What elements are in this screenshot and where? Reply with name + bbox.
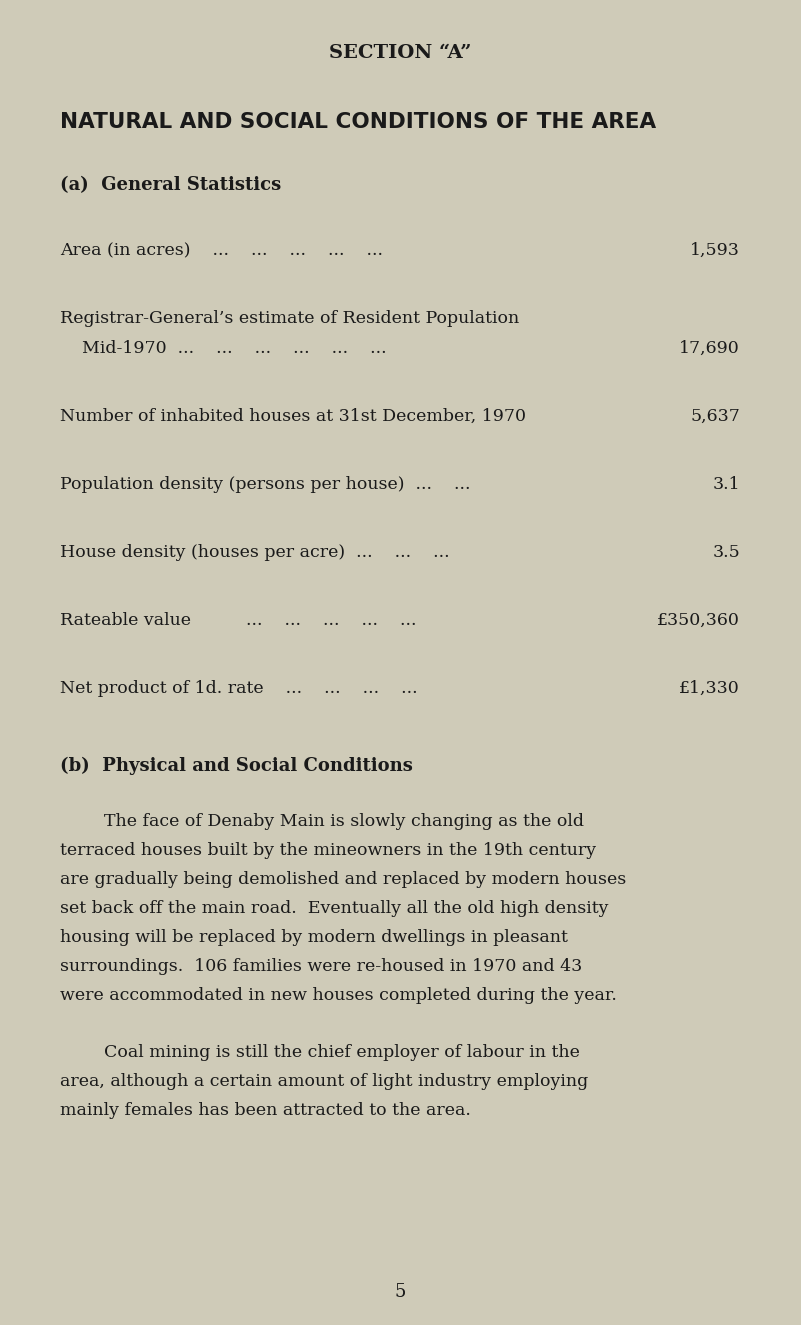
Text: NATURAL AND SOCIAL CONDITIONS OF THE AREA: NATURAL AND SOCIAL CONDITIONS OF THE ARE… <box>60 113 656 132</box>
Text: Registrar-General’s estimate of Resident Population: Registrar-General’s estimate of Resident… <box>60 310 519 327</box>
Text: 17,690: 17,690 <box>679 341 740 356</box>
Text: Population density (persons per house)  ...    ...: Population density (persons per house) .… <box>60 476 470 493</box>
Text: were accommodated in new houses completed during the year.: were accommodated in new houses complete… <box>60 987 617 1004</box>
Text: The face of Denaby Main is slowly changing as the old: The face of Denaby Main is slowly changi… <box>60 814 584 829</box>
Text: are gradually being demolished and replaced by modern houses: are gradually being demolished and repla… <box>60 871 626 888</box>
Text: Area (in acres)    ...    ...    ...    ...    ...: Area (in acres) ... ... ... ... ... <box>60 242 383 258</box>
Text: mainly females has been attracted to the area.: mainly females has been attracted to the… <box>60 1102 471 1120</box>
Text: set back off the main road.  Eventually all the old high density: set back off the main road. Eventually a… <box>60 900 609 917</box>
Text: 5: 5 <box>395 1283 406 1301</box>
Text: Net product of 1d. rate    ...    ...    ...    ...: Net product of 1d. rate ... ... ... ... <box>60 680 417 697</box>
Text: SECTION “A”: SECTION “A” <box>329 44 472 62</box>
Text: Rateable value          ...    ...    ...    ...    ...: Rateable value ... ... ... ... ... <box>60 612 417 629</box>
Text: 5,637: 5,637 <box>690 408 740 425</box>
Text: £1,330: £1,330 <box>679 680 740 697</box>
Text: Number of inhabited houses at 31st December, 1970: Number of inhabited houses at 31st Decem… <box>60 408 526 425</box>
Text: 3.5: 3.5 <box>712 545 740 560</box>
Text: 1,593: 1,593 <box>690 242 740 258</box>
Text: House density (houses per acre)  ...    ...    ...: House density (houses per acre) ... ... … <box>60 545 449 560</box>
Text: 3.1: 3.1 <box>712 476 740 493</box>
Text: surroundings.  106 families were re-housed in 1970 and 43: surroundings. 106 families were re-house… <box>60 958 582 975</box>
Text: Mid-1970  ...    ...    ...    ...    ...    ...: Mid-1970 ... ... ... ... ... ... <box>60 341 387 356</box>
Text: area, although a certain amount of light industry employing: area, although a certain amount of light… <box>60 1073 588 1090</box>
Text: housing will be replaced by modern dwellings in pleasant: housing will be replaced by modern dwell… <box>60 929 568 946</box>
Text: (a)  General Statistics: (a) General Statistics <box>60 176 281 193</box>
Text: (b)  Physical and Social Conditions: (b) Physical and Social Conditions <box>60 757 413 775</box>
Text: Coal mining is still the chief employer of labour in the: Coal mining is still the chief employer … <box>60 1044 580 1061</box>
Text: terraced houses built by the mineowners in the 19th century: terraced houses built by the mineowners … <box>60 841 596 859</box>
Text: £350,360: £350,360 <box>657 612 740 629</box>
